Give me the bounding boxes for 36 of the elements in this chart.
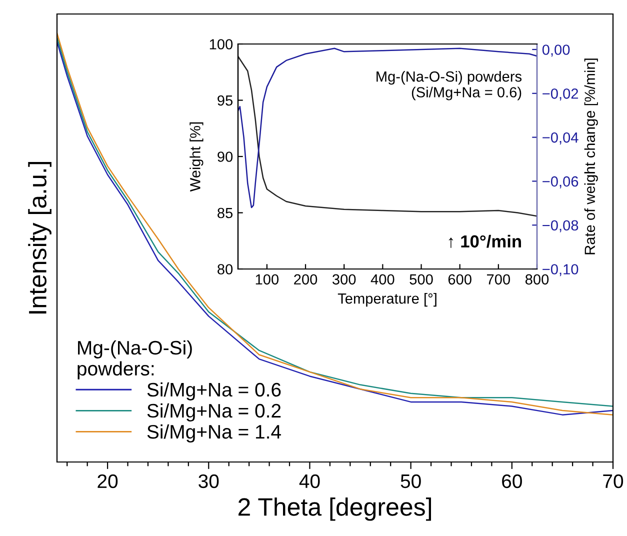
legend-label: Si/Mg+Na = 1.4 xyxy=(147,424,281,443)
x-tick-label: 20 xyxy=(98,474,118,488)
x-tick-label: 50 xyxy=(400,474,421,488)
x-tick-label: 30 xyxy=(198,474,219,488)
y-axis-title: Weight [%] xyxy=(190,122,204,192)
x-axis-title: Temperature [°] xyxy=(338,293,436,307)
x-axis-title: 2 Theta [degrees] xyxy=(238,497,431,521)
y-tick-label: 100 xyxy=(210,39,233,50)
y2-tick-label: −0,02 xyxy=(542,88,578,101)
y2-tick-label: −0,06 xyxy=(542,176,578,188)
y2-tick-label: −0,10 xyxy=(542,264,578,276)
y-axis-title: Intensity [a.u.] xyxy=(28,162,52,314)
x-tick-label: 200 xyxy=(294,274,318,285)
y2-axis-title: Rate of weight change [%/min] xyxy=(584,58,598,254)
x-tick-label: 300 xyxy=(332,274,356,285)
x-tick-label: 70 xyxy=(603,474,624,488)
y-tick-label: 80 xyxy=(218,264,233,274)
annotation: Mg-(Na-O-Si) powders (Si/Mg+Na = 0.6) xyxy=(376,71,522,100)
x-tick-label: 40 xyxy=(299,474,320,488)
y2-tick-label: −0,04 xyxy=(542,132,578,144)
x-tick-label: 800 xyxy=(525,274,549,285)
legend-title: Mg-(Na-O-Si) powders: xyxy=(78,340,192,380)
x-tick-label: 500 xyxy=(410,274,433,285)
y2-tick-label: −0,08 xyxy=(542,220,578,232)
y-tick-label: 95 xyxy=(218,95,233,106)
x-tick-label: 400 xyxy=(370,274,394,285)
y-tick-label: 90 xyxy=(218,152,233,162)
x-tick-label: 700 xyxy=(487,274,510,285)
y-tick-label: 85 xyxy=(218,208,233,218)
legend-label: Si/Mg+Na = 0.6 xyxy=(147,382,281,400)
x-tick-label: 600 xyxy=(448,274,472,285)
x-tick-label: 60 xyxy=(502,474,522,488)
x-tick-label: 100 xyxy=(256,274,279,285)
y2-tick-label: 0,00 xyxy=(542,44,570,57)
annotation: ↑ 10°/min xyxy=(448,234,521,248)
legend-label: Si/Mg+Na = 0.2 xyxy=(147,403,281,422)
